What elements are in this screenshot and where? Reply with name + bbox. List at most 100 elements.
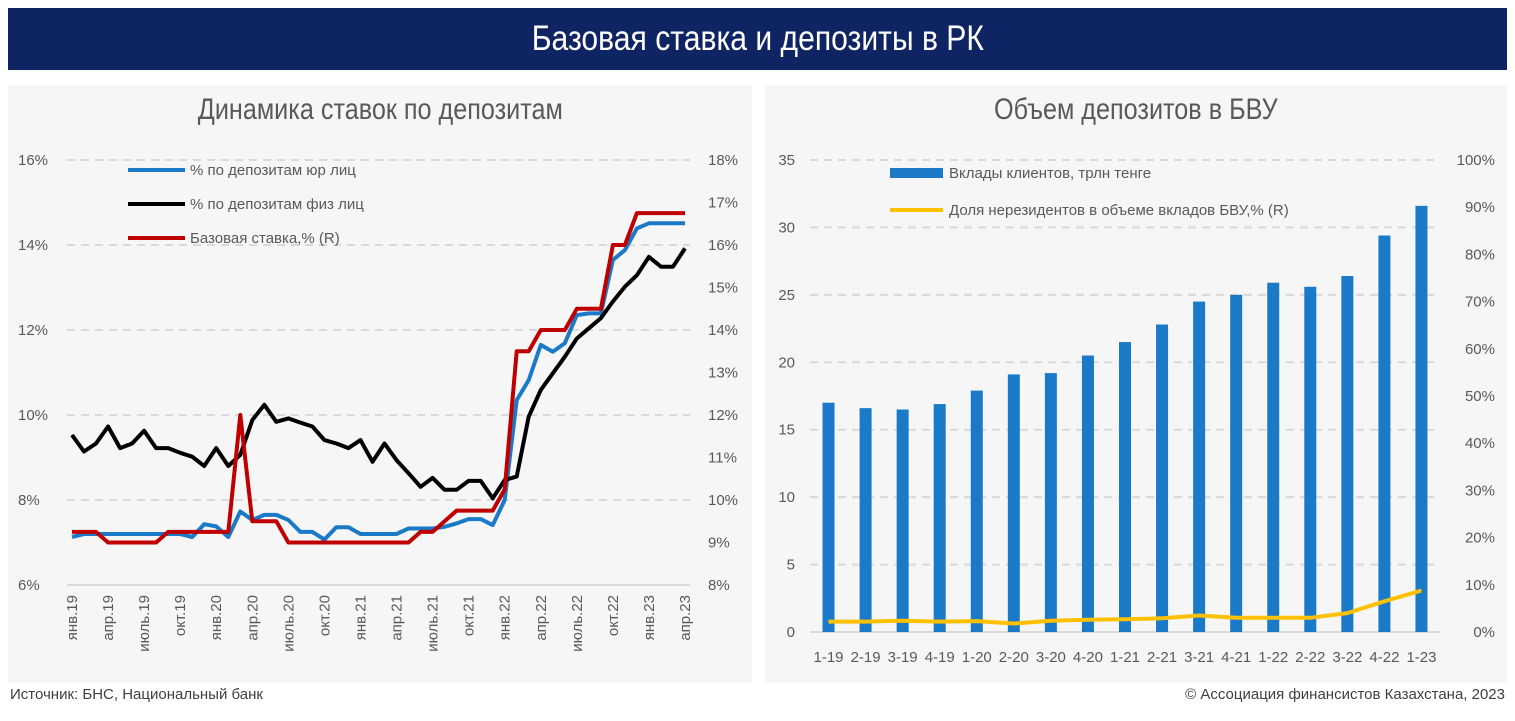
x-axis-tick: 1-21 xyxy=(1110,649,1140,666)
x-axis-tick: апр.23 xyxy=(677,595,694,641)
right-axis-tick: 10% xyxy=(1465,577,1495,594)
x-axis-tick: 3-21 xyxy=(1184,649,1214,666)
x-axis-tick: 4-19 xyxy=(925,649,955,666)
left-axis-tick: 30 xyxy=(778,219,795,236)
right-axis-tick: 50% xyxy=(1465,388,1495,405)
page-title: Базовая ставка и депозиты в РК xyxy=(531,19,984,58)
right-axis-tick: 20% xyxy=(1465,530,1495,547)
series-line-1 xyxy=(70,247,687,501)
rates-chart-title: Динамика ставок по депозитам xyxy=(197,93,563,126)
legend-label-2: Базовая ставка,% (R) xyxy=(190,230,340,247)
x-axis-tick: апр.22 xyxy=(533,595,550,641)
rates-chart-panel: Динамика ставок по депозитам 8% 9% 10% 11% 1… xyxy=(8,85,752,683)
bar xyxy=(859,408,872,632)
right-axis-tick: 14% xyxy=(708,322,738,339)
legend-label-0: Вклады клиентов, трлн тенге xyxy=(949,165,1151,182)
x-axis-tick: 2-19 xyxy=(851,649,881,666)
left-axis-tick: 12% xyxy=(18,322,48,339)
bar xyxy=(933,404,946,632)
series-line-2 xyxy=(72,211,685,545)
x-axis-tick: янв.19 xyxy=(64,595,81,640)
right-axis-tick: 60% xyxy=(1465,341,1495,358)
x-axis-tick: янв.21 xyxy=(352,595,369,640)
bar xyxy=(1081,355,1094,632)
right-axis-tick: 8% xyxy=(708,577,730,594)
left-axis-tick: 6% xyxy=(18,577,40,594)
right-axis-tick: 30% xyxy=(1465,482,1495,499)
copyright-note: © Ассоциация финансистов Казахстана, 202… xyxy=(1185,686,1505,703)
x-axis-tick: 4-21 xyxy=(1221,649,1251,666)
x-axis-tick: 3-22 xyxy=(1332,649,1362,666)
x-axis-tick: окт.22 xyxy=(605,595,622,636)
right-axis-tick: 15% xyxy=(708,280,738,297)
left-axis-tick: 5 xyxy=(787,557,795,574)
bar xyxy=(970,390,983,632)
x-axis-tick: янв.22 xyxy=(497,595,514,640)
page-title-banner: Базовая ставка и депозиты в РК xyxy=(8,8,1507,70)
x-axis-tick: 1-22 xyxy=(1258,649,1288,666)
bar xyxy=(1007,374,1020,632)
left-axis-tick: 0 xyxy=(787,624,795,641)
legend-swatch-0 xyxy=(890,168,943,178)
right-axis-tick: 40% xyxy=(1465,435,1495,452)
legend-label-1: % по депозитам физ лиц xyxy=(190,196,364,213)
rates-chart: 8% 9% 10% 11% 12% 13% 14% 15% 16% 17% 18% 6% 8% 10% 12… xyxy=(18,152,738,652)
right-axis-tick: 13% xyxy=(708,365,738,382)
bar xyxy=(1230,294,1243,632)
bar xyxy=(1341,275,1354,632)
left-axis-tick: 14% xyxy=(18,237,48,254)
right-axis-tick: 80% xyxy=(1465,246,1495,263)
left-axis-tick: 8% xyxy=(18,492,40,509)
left-axis-tick: 10% xyxy=(18,407,48,424)
deposits-chart: 0 5 10 15 20 25 30 35 0% 10% 20% 30% 40% 50% 60% 70% 80%… xyxy=(778,152,1495,666)
bar xyxy=(822,402,835,632)
bar xyxy=(896,409,909,632)
x-axis-tick: 3-20 xyxy=(1036,649,1066,666)
right-axis-tick: 70% xyxy=(1465,294,1495,311)
x-axis-tick: июль.20 xyxy=(280,595,297,652)
source-note: Источник: БНС, Национальный банк xyxy=(10,686,263,703)
bar xyxy=(1378,235,1391,632)
x-axis-tick: 1-19 xyxy=(814,649,844,666)
x-axis-tick: 1-20 xyxy=(962,649,992,666)
x-axis-tick: окт.21 xyxy=(461,595,478,636)
x-axis-tick: 2-20 xyxy=(999,649,1029,666)
right-axis-tick: 9% xyxy=(708,535,730,552)
deposits-chart-panel: Объем депозитов в БВУ 0 5 10 15 20 25 30 35 0% 10… xyxy=(765,85,1507,683)
left-axis-tick: 16% xyxy=(18,152,48,169)
x-axis-tick: апр.19 xyxy=(100,595,117,641)
legend-label-1: Доля нерезидентов в объеме вкладов БВУ,%… xyxy=(949,202,1289,219)
right-axis-tick: 10% xyxy=(708,492,738,509)
bar xyxy=(1304,286,1317,632)
x-axis-tick: июль.19 xyxy=(136,595,153,652)
left-axis-tick: 25 xyxy=(778,287,795,304)
bar xyxy=(1119,342,1131,632)
right-axis-tick: 18% xyxy=(708,152,738,169)
x-axis-tick: 4-22 xyxy=(1369,649,1399,666)
right-axis-tick: 100% xyxy=(1457,152,1495,169)
x-axis-tick: апр.21 xyxy=(389,595,406,641)
left-axis-tick: 35 xyxy=(778,152,795,169)
x-axis-tick: 3-19 xyxy=(888,649,918,666)
right-axis-tick: 90% xyxy=(1465,199,1495,216)
series-line-0 xyxy=(71,221,685,542)
right-axis-tick: 17% xyxy=(708,195,738,212)
x-axis-tick: июль.21 xyxy=(425,595,442,652)
x-axis-tick: окт.19 xyxy=(172,595,189,636)
left-axis-tick: 15 xyxy=(778,422,795,439)
bar xyxy=(1193,301,1206,632)
right-axis-tick: 16% xyxy=(708,237,738,254)
right-axis-tick: 12% xyxy=(708,407,738,424)
bar xyxy=(1156,324,1169,632)
x-axis-tick: апр.20 xyxy=(244,595,261,641)
x-axis-tick: июль.22 xyxy=(569,595,586,652)
x-axis-tick: 2-22 xyxy=(1295,649,1325,666)
left-axis-tick: 10 xyxy=(778,489,795,506)
x-axis-tick: янв.23 xyxy=(641,595,658,640)
x-axis-tick: 1-23 xyxy=(1406,649,1436,666)
bar xyxy=(1267,282,1280,632)
left-axis-tick: 20 xyxy=(778,354,795,371)
right-axis-tick: 11% xyxy=(708,450,737,467)
x-axis-tick: янв.20 xyxy=(208,595,225,640)
deposits-chart-title: Объем депозитов в БВУ xyxy=(994,93,1278,126)
